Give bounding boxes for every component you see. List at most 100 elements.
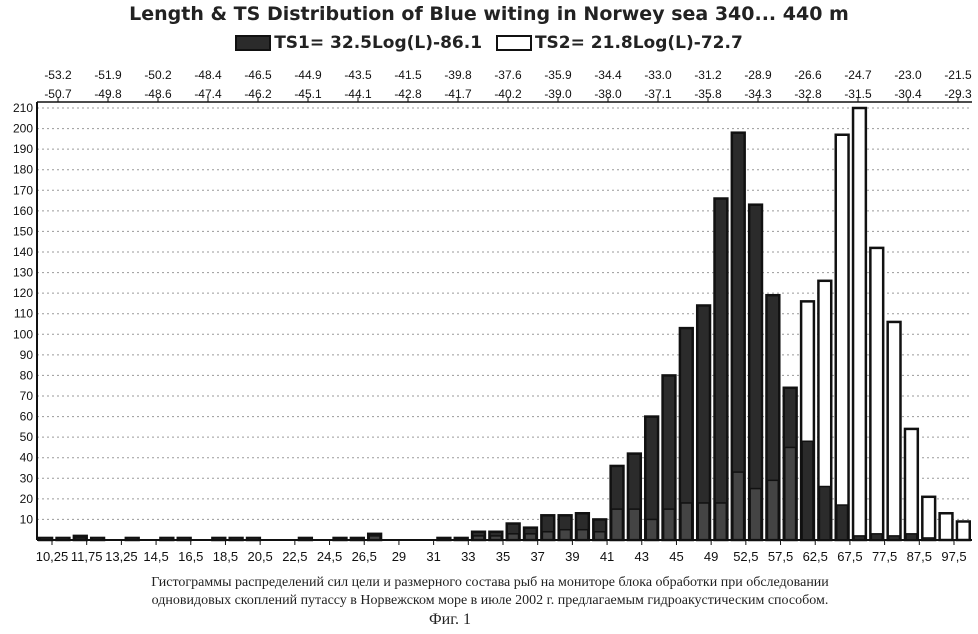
x-tick-label: 52,5 [733,549,758,564]
bar-ts2 [766,479,780,541]
top-tick-label-upper: -43.5 [344,68,372,82]
top-tick-label-lower: -40.2 [494,87,522,101]
top-axis-labels: -53.2 -51.9 -50.2 -48.4 -46.5 -44.9 -43.5 -41.5… [44,68,972,101]
y-tick-label: 50 [20,430,34,444]
x-tick-label: 35 [496,549,510,564]
x-tick-label: 18,5 [213,549,238,564]
legend-label-ts1: TS1= 32.5Log(L)-86.1 [274,33,483,53]
y-tick-label: 110 [14,307,33,321]
y-tick-label: 80 [20,368,34,382]
legend-item-ts1: TS1= 32.5Log(L)-86.1 [235,33,482,53]
bar-ts2 [628,508,641,541]
figure-number: Фиг. 1 [429,611,471,628]
legend-swatch-ts2 [495,35,532,51]
x-tick-label: 49 [704,549,718,564]
top-tick-label-lower: -37.1 [644,87,672,101]
caption-line-1: Гистограммы распределений сил цели и раз… [151,575,829,590]
figure-caption: Гистограммы распределений сил цели и раз… [40,574,940,610]
bar-ts1 [818,485,831,541]
y-tick-label: 210 [13,101,33,115]
top-tick-label-upper: -50.2 [144,68,172,82]
y-tick-label: 150 [13,224,33,238]
top-tick-label-upper: -21.5 [944,68,972,82]
top-tick-label-upper: -33.0 [644,68,672,82]
y-tick-label: 140 [13,245,33,259]
x-tick-label: 33 [461,549,475,564]
bar-ts2 [610,508,624,541]
y-tick-label: 100 [13,327,33,341]
x-tick-label: 26,5 [352,549,377,564]
top-tick-label-upper: -23.0 [894,68,922,82]
bar-ts2 [697,502,710,541]
legend-label-ts2: TS2= 21.8Log(L)-72.7 [534,33,743,53]
top-tick-label-lower: -35.8 [694,87,722,101]
caption-line-2: одновидовых скоплений путассу в Норвежск… [151,593,829,608]
bar-ts2 [593,531,606,541]
bar-ts2 [938,512,954,542]
top-tick-label-lower: -44.1 [344,87,372,101]
x-tick-label: 41 [600,549,614,564]
bar-ts1 [835,504,849,541]
top-tick-label-lower: -47.4 [194,87,222,101]
bar-ts2 [834,133,850,542]
x-tick-label: 37 [530,549,544,564]
x-tick-label: 11,75 [71,549,103,564]
top-tick-label-upper: -24.7 [844,68,872,82]
y-tick-label: 160 [13,204,33,218]
bar-ts2 [645,518,658,541]
top-tick-label-lower: -38.0 [594,87,622,101]
bar-ts1 [713,197,729,542]
top-tick-label-upper: -44.9 [294,68,322,82]
bar-ts2 [732,471,745,541]
bars [38,106,971,542]
bar-ts1 [801,440,814,541]
x-tick-label: 87,5 [907,549,932,564]
y-tick-label: 180 [13,163,33,177]
bar-ts2 [558,528,572,541]
y-tick-label: 10 [20,512,34,526]
top-tick-label-lower: -41.7 [444,87,472,101]
y-tick-label: 40 [20,451,34,465]
top-tick-label-lower: -31.5 [844,87,872,101]
top-tick-label-upper: -41.5 [394,68,422,82]
top-tick-label-upper: -34.4 [594,68,622,82]
top-tick-label-lower: -30.4 [894,87,922,101]
x-tick-label: 39 [565,549,579,564]
top-tick-label-upper: -46.5 [244,68,272,82]
axes [36,97,972,545]
y-tick-label: 90 [20,348,34,362]
top-tick-label-lower: -46.2 [244,87,272,101]
bar-ts2 [576,528,589,541]
bar-ts2 [714,502,728,541]
bar-ts2 [680,502,693,541]
top-tick-label-upper: -51.9 [94,68,122,82]
top-tick-label-upper: -48.4 [194,68,222,82]
x-tick-label: 62,5 [803,549,828,564]
bar-ts2 [541,531,554,541]
y-tick-label: 170 [13,183,33,197]
y-axis-labels: 10 20 30 40 50 60 70 80 90 100 110 120 130 140 150 160 1… [13,101,33,526]
top-tick-label-lower: -48.6 [144,87,172,101]
top-tick-label-upper: -53.2 [44,68,72,82]
bar-ts2 [869,246,885,542]
top-tick-label-lower: -49.8 [94,87,122,101]
legend-swatch-ts1 [235,35,272,51]
x-tick-label: 67,5 [837,549,862,564]
x-tick-label: 57,5 [768,549,793,564]
top-tick-label-upper: -39.8 [444,68,472,82]
top-tick-label-lower: -42.8 [394,87,422,101]
x-tick-label: 97,5 [941,549,966,564]
y-tick-label: 70 [20,389,34,403]
top-tick-label-lower: -34.3 [744,87,772,101]
x-tick-label: 29 [392,549,406,564]
top-tick-label-lower: -32.8 [794,87,822,101]
top-tick-label-upper: -28.9 [744,68,772,82]
y-tick-label: 200 [13,122,33,136]
x-tick-label: 14,5 [143,549,168,564]
bar-ts2 [749,487,762,541]
top-tick-label-upper: -37.6 [494,68,522,82]
x-tick-label: 16,5 [178,549,203,564]
top-tick-label-lower: -29.3 [944,87,972,101]
x-tick-label: 10,25 [36,549,69,564]
